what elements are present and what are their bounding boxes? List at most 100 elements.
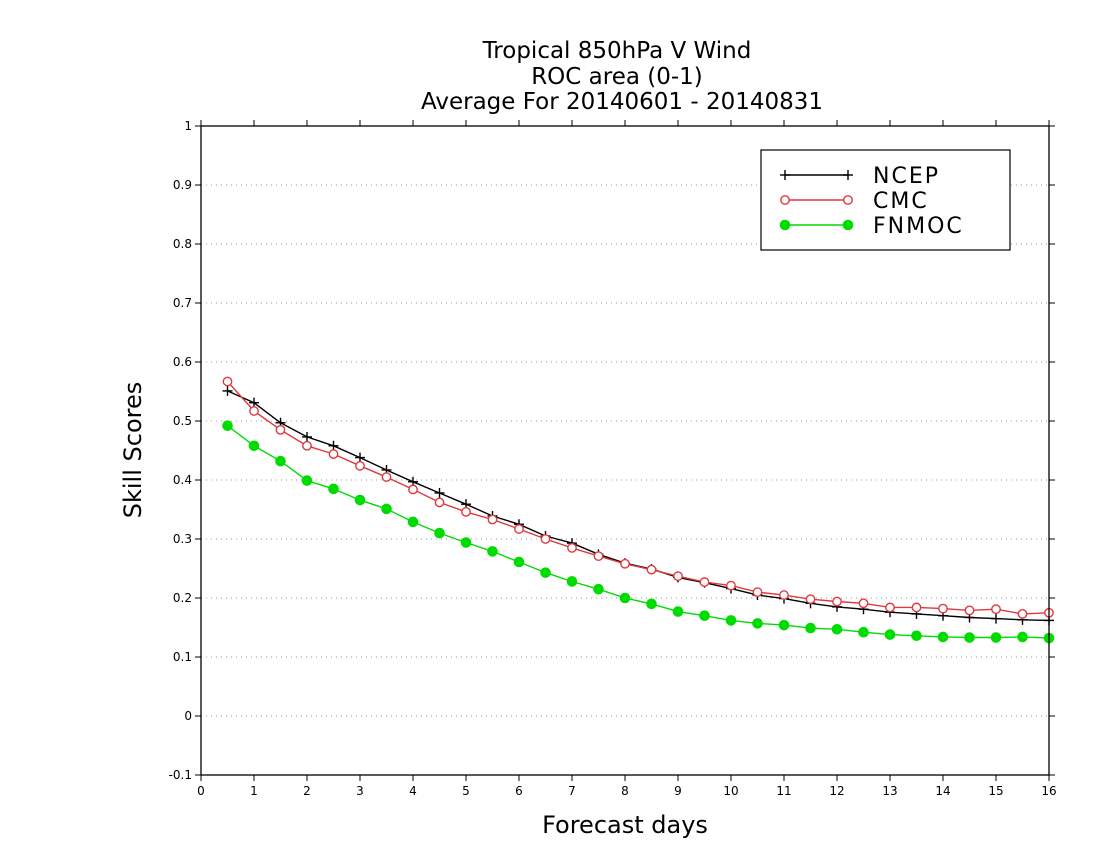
y-tick-label: 0.4 (173, 473, 192, 487)
data-point-fnmoc (275, 455, 286, 467)
legend-label-ncep: NCEP (873, 164, 940, 189)
x-tick-label: 3 (356, 784, 364, 798)
data-point-fnmoc (805, 622, 816, 634)
data-point-fnmoc (725, 615, 737, 626)
data-point-cmc (752, 587, 763, 597)
y-tick-label: 0.9 (173, 178, 192, 192)
data-point-cmc (699, 577, 710, 587)
data-point-cmc (275, 424, 286, 435)
data-point-cmc (805, 594, 816, 605)
data-point-ncep (222, 385, 233, 396)
data-point-fnmoc (884, 629, 896, 640)
y-tick-label: -0.1 (169, 768, 192, 782)
data-point-cmc (567, 542, 577, 553)
plot-frame (200, 125, 1050, 776)
series-cmc (222, 376, 1054, 619)
legend-marker-cmc (780, 195, 790, 205)
y-axis-label: Skill Scores (119, 382, 147, 519)
data-point-cmc (832, 596, 842, 607)
y-tick-label: 0 (184, 709, 192, 723)
legend-marker-ncep (843, 170, 853, 180)
x-tick-label: 6 (515, 784, 523, 798)
data-point-fnmoc (937, 631, 949, 643)
data-point-cmc (328, 449, 339, 459)
data-point-cmc (593, 551, 604, 562)
data-point-cmc (858, 598, 869, 609)
data-point-fnmoc (964, 632, 975, 643)
x-tick-label: 11 (776, 784, 791, 798)
y-tick-label: 0.8 (173, 237, 192, 251)
data-point-fnmoc (354, 494, 366, 506)
data-point-cmc (540, 534, 551, 544)
axes: -0.100.10.20.30.40.50.60.70.80.910 1 2 3 4 5 6… (169, 119, 1057, 798)
data-point-cmc (408, 484, 418, 495)
x-axis-label: Forecast days (542, 811, 708, 839)
data-point-ncep (434, 487, 445, 498)
series-layer (222, 376, 1055, 644)
data-point-fnmoc (593, 583, 604, 595)
x-tick-label: 7 (568, 784, 576, 798)
chart-title-line-3: Average For 20140601 - 20140831 (421, 89, 823, 115)
data-point-fnmoc (301, 475, 313, 486)
y-tick-label: 0.6 (173, 355, 192, 369)
x-tick-label: 2 (303, 784, 311, 798)
data-point-fnmoc (858, 626, 869, 638)
data-point-fnmoc (619, 592, 631, 604)
x-tick-label: 9 (674, 784, 682, 798)
legend-marker-fnmoc (842, 219, 854, 231)
data-point-fnmoc (831, 623, 843, 635)
chart-title-line-1: Tropical 850hPa V Wind (482, 38, 752, 64)
data-point-fnmoc (646, 598, 657, 610)
data-point-fnmoc (540, 567, 551, 578)
data-point-fnmoc (752, 618, 763, 629)
data-point-fnmoc (381, 503, 392, 515)
y-tick-label: 1 (184, 119, 192, 133)
y-tick-label: 0.5 (173, 414, 192, 428)
data-point-cmc (673, 571, 683, 582)
data-point-cmc (885, 602, 895, 613)
x-tick-label: 14 (935, 784, 950, 798)
data-point-cmc (461, 506, 471, 517)
data-point-fnmoc (513, 556, 525, 568)
data-point-cmc (964, 605, 975, 616)
data-point-cmc (487, 514, 498, 525)
data-point-fnmoc (990, 632, 1002, 643)
legend-marker-cmc (843, 195, 853, 205)
data-point-cmc (938, 603, 948, 614)
y-tick-label: 0.3 (173, 532, 192, 546)
data-point-ncep (249, 397, 259, 408)
x-tick-label: 1 (250, 784, 258, 798)
data-point-cmc (381, 472, 392, 482)
data-point-ncep (328, 440, 339, 451)
data-point-fnmoc (328, 483, 339, 495)
data-point-cmc (222, 376, 233, 387)
data-point-cmc (726, 580, 736, 591)
x-tick-label: 4 (409, 784, 417, 798)
data-point-fnmoc (434, 527, 445, 539)
legend-entry-cmc: CMC (780, 189, 929, 214)
data-point-cmc (779, 590, 789, 600)
data-point-fnmoc (778, 619, 790, 631)
x-tick-label: 16 (1041, 784, 1056, 798)
data-point-fnmoc (566, 576, 578, 587)
data-point-fnmoc (460, 537, 472, 548)
x-tick-label: 15 (988, 784, 1003, 798)
x-tick-label: 5 (462, 784, 470, 798)
legend-label-cmc: CMC (873, 189, 929, 214)
series-fnmoc (222, 420, 1055, 644)
legend-entry-ncep: NCEP (780, 164, 940, 189)
data-point-fnmoc (407, 516, 419, 528)
data-point-cmc (302, 440, 312, 451)
y-tick-label: 0.1 (173, 650, 192, 664)
legend-marker-ncep (780, 170, 790, 180)
data-point-fnmoc (248, 440, 260, 452)
data-point-fnmoc (1017, 631, 1028, 643)
data-point-cmc (249, 406, 259, 416)
x-tick-label: 13 (882, 784, 897, 798)
x-tick-label: 8 (621, 784, 629, 798)
data-point-cmc (991, 604, 1001, 615)
data-point-cmc (1017, 609, 1028, 619)
